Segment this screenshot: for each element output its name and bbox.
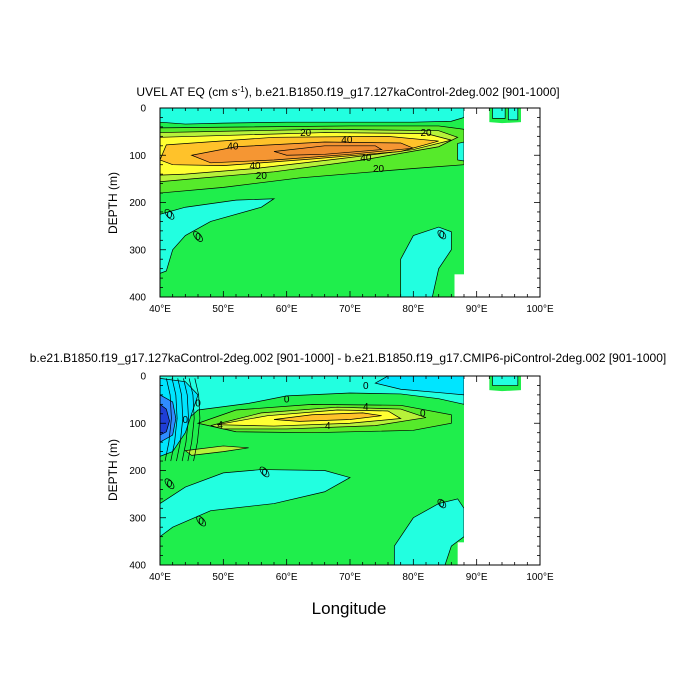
- panel-top-contour-fill: [159, 107, 540, 298]
- p2-wbc-contour-line: [181, 378, 189, 462]
- contour-label: 40: [360, 153, 372, 164]
- contour-label: 0: [284, 395, 290, 406]
- p1-zero-contour-blob-c: [437, 229, 447, 240]
- p1-region-jet-core: [273, 145, 383, 156]
- panel-top-title: UVEL AT EQ (cm s-1), b.e21.B1850.f19_g17…: [136, 85, 559, 100]
- contour-label: 0: [198, 517, 204, 528]
- p2-region-deep-negative-west: [159, 469, 351, 565]
- x-axis-label: Longitude: [312, 599, 387, 618]
- p1-zero-contour-blob-b: [193, 231, 203, 242]
- contour-label: 4: [217, 420, 223, 431]
- panel-top-y-axis-label: DEPTH (m): [106, 172, 120, 234]
- contour-label: 0: [420, 408, 426, 419]
- x-tick-label: 60°E: [276, 572, 298, 583]
- p2-wbc-contour-line: [176, 378, 184, 462]
- p2-region-jet-6plus: [273, 412, 382, 422]
- p1-zero-contour-blob-a: [164, 208, 175, 220]
- p1-region-deep-negative-east: [400, 226, 452, 298]
- panel-top-contour-lines: [164, 208, 447, 242]
- p2-zero-contour-blob-a: [164, 478, 175, 490]
- p2-zero-contour-blob-d: [437, 498, 447, 509]
- p2-wbc-contour-line: [193, 378, 201, 462]
- x-tick-label: 100°E: [526, 572, 554, 583]
- contour-label: 40: [341, 135, 353, 146]
- contour-label: 0: [439, 499, 445, 510]
- x-tick-label: 70°E: [339, 304, 361, 315]
- panel-top: UVEL AT EQ (cm s-1), b.e21.B1850.f19_g17…: [106, 85, 560, 316]
- x-tick-label: 50°E: [212, 572, 234, 583]
- x-tick-label: 80°E: [402, 304, 424, 315]
- x-tick-label: 40°E: [149, 304, 171, 315]
- y-tick-label: 0: [140, 104, 146, 115]
- p1-patch-east-neg-2: [507, 107, 519, 121]
- contour-label: 0: [167, 210, 173, 221]
- panel-bottom-axes: 40°E 50°E 60°E 70°E 80°E 90°E 100°E 0 100 200 300 4…: [129, 372, 554, 584]
- contour-label: 20: [300, 128, 312, 139]
- p2-region-deep-negative-east: [393, 498, 465, 566]
- contour-label: 0: [363, 381, 369, 392]
- panel-bottom-contour-fill: [159, 375, 540, 566]
- x-tick-label: 70°E: [339, 572, 361, 583]
- x-tick-label: 50°E: [212, 304, 234, 315]
- contour-label: 40: [227, 141, 239, 152]
- p2-land-mask-notch: [457, 542, 464, 565]
- p2-zero-contour-blob-c: [259, 466, 270, 478]
- y-tick-label: 100: [129, 151, 146, 162]
- y-tick-label: 300: [129, 245, 146, 256]
- contour-label: 0: [167, 479, 173, 490]
- contour-label: 20: [420, 128, 432, 139]
- x-tick-label: 40°E: [149, 572, 171, 583]
- p1-patch-east-neg: [492, 107, 506, 119]
- x-tick-label: 90°E: [466, 572, 488, 583]
- y-tick-label: 400: [129, 561, 146, 572]
- p2-land-mask: [464, 376, 540, 565]
- contour-label: 20: [373, 164, 385, 175]
- x-tick-label: 90°E: [466, 304, 488, 315]
- contour-label: 0: [439, 230, 445, 241]
- y-tick-label: 200: [129, 198, 146, 209]
- contour-label: 0: [195, 232, 201, 243]
- panel-top-axes: 40°E 50°E 60°E 70°E 80°E 90°E 100°E01002003004…: [129, 104, 554, 316]
- contour-label: 0: [262, 467, 268, 478]
- contour-label: 4: [363, 402, 369, 413]
- y-tick-label: 400: [129, 293, 146, 304]
- y-tick-label: 100: [129, 419, 146, 430]
- x-tick-label: 80°E: [402, 572, 424, 583]
- p1-land-mask-notch: [454, 274, 464, 297]
- panel-bottom-contour-lines: [164, 378, 447, 527]
- p2-patch-east-neg: [492, 375, 519, 386]
- p1-land-mask: [464, 108, 540, 297]
- y-tick-label: 200: [129, 466, 146, 477]
- p1-region-east-edge-negative: [457, 141, 465, 162]
- panel-bottom-title: b.e21.B1850.f19_g17.127kaControl-2deg.00…: [30, 351, 666, 365]
- x-tick-label: 60°E: [276, 304, 298, 315]
- y-tick-label: 300: [129, 513, 146, 524]
- p2-zero-contour-blob-b: [196, 515, 207, 527]
- p2-wbc-contour-line: [164, 378, 172, 462]
- p2-wbc-contour-line: [187, 378, 195, 462]
- p2-wbc-contour-line: [170, 378, 178, 462]
- contour-label: 0: [183, 415, 189, 426]
- p1-region-deep-negative-west: [159, 198, 276, 297]
- contour-label: 4: [325, 421, 331, 432]
- panel-bottom-y-axis-label: DEPTH (m): [106, 439, 120, 501]
- panel-bottom: b.e21.B1850.f19_g17.127kaControl-2deg.00…: [30, 351, 666, 618]
- p2-region-positive-blob: [184, 445, 249, 456]
- contour-label: 20: [256, 171, 268, 182]
- x-tick-label: 100°E: [526, 304, 554, 315]
- y-tick-label: 0: [140, 372, 146, 383]
- contour-label: 0: [195, 398, 201, 409]
- contour-label: 40: [249, 161, 261, 172]
